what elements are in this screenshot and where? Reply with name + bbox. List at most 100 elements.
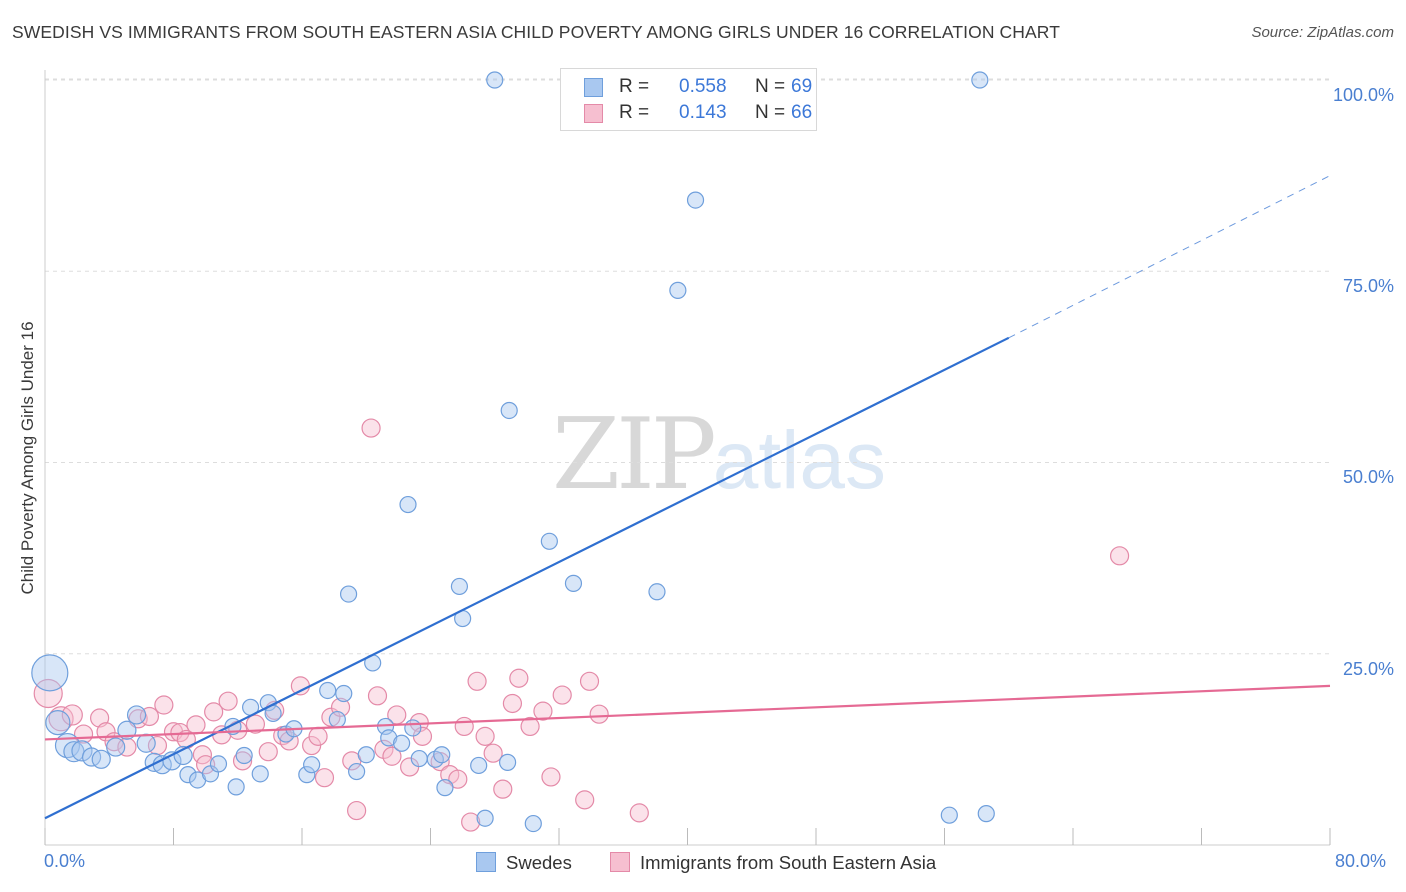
- immigrants-point: [629, 803, 649, 823]
- r-value: 0.558: [679, 76, 727, 97]
- swedes-point: [31, 654, 69, 692]
- swedes-point: [209, 755, 228, 773]
- immigrants-point: [117, 737, 137, 757]
- n-label: N =: [755, 102, 786, 123]
- swedes-trendline: [44, 336, 1010, 820]
- immigrants-point: [367, 686, 388, 706]
- swedes-point: [136, 733, 156, 753]
- swedes-point: [45, 709, 71, 736]
- immigrants-point: [258, 742, 278, 762]
- swedes-point: [669, 281, 687, 299]
- immigrants-point: [308, 726, 328, 746]
- immigrants-point: [374, 739, 394, 759]
- watermark-zip: ZIP: [552, 398, 717, 512]
- immigrants-point: [493, 779, 513, 799]
- swedes-point: [339, 585, 358, 603]
- swedes-point: [500, 401, 518, 420]
- swedes-point: [433, 746, 451, 764]
- x-tick-label-max: 80.0%: [1335, 851, 1387, 871]
- y-tick-label: 75.0%: [1342, 276, 1394, 296]
- swedes-point: [450, 577, 469, 596]
- immigrants-point: [454, 716, 474, 737]
- swedes-point: [977, 805, 995, 823]
- r-label: R =: [619, 102, 650, 123]
- swedes-point: [436, 779, 454, 797]
- swedes-point: [126, 705, 147, 725]
- immigrants-point: [204, 702, 224, 722]
- immigrants-point: [448, 769, 468, 789]
- legend-item-swedes: Swedes: [476, 852, 572, 874]
- swedes-point: [91, 749, 111, 769]
- swedes-point: [319, 681, 337, 700]
- immigrants-point: [541, 767, 561, 787]
- swedes-point: [564, 574, 583, 592]
- r-value: 0.143: [679, 102, 727, 123]
- swedes-point: [348, 762, 366, 781]
- swedes-point: [298, 766, 316, 784]
- y-axis-label: Child Poverty Among Girls Under 16: [18, 321, 37, 595]
- swedes-point: [971, 71, 989, 89]
- swedes-point: [303, 756, 321, 774]
- immigrants-point: [579, 671, 600, 691]
- r-label: R =: [619, 76, 650, 97]
- swedes-point: [940, 806, 958, 824]
- swedes-point: [380, 729, 398, 747]
- chart-title: SWEDISH VS IMMIGRANTS FROM SOUTH EASTERN…: [12, 22, 1060, 42]
- immigrants-point: [61, 704, 83, 726]
- swedes-point: [399, 495, 417, 514]
- immigrants-point: [575, 790, 595, 810]
- immigrants-point: [461, 812, 481, 832]
- immigrants-point: [475, 726, 495, 746]
- swedes-trendline-extension: [1008, 175, 1331, 339]
- y-tick-label: 50.0%: [1342, 467, 1394, 487]
- immigrants-point: [347, 800, 367, 821]
- immigrants-point: [321, 707, 341, 727]
- immigrants-trendline: [44, 684, 1331, 741]
- immigrants-point: [154, 695, 174, 715]
- immigrants-point: [48, 706, 74, 732]
- swedes-point: [392, 734, 411, 752]
- swedes-point: [476, 809, 494, 827]
- swedes-point: [499, 753, 517, 771]
- immigrants-point: [520, 716, 540, 737]
- immigrants-point: [382, 746, 402, 766]
- swedes-point: [357, 746, 375, 764]
- legend-swatch-blue: [584, 78, 603, 97]
- immigrants-point: [589, 704, 609, 724]
- legend-swatch-blue: [476, 852, 496, 872]
- immigrants-point: [245, 714, 266, 734]
- legend-swatch-pink: [584, 104, 603, 123]
- swedes-point: [686, 191, 705, 209]
- swedes-point: [648, 583, 666, 601]
- n-value: 66: [791, 102, 813, 123]
- watermark: ZIPatlas: [552, 398, 886, 512]
- swedes-point: [540, 532, 558, 550]
- n-label: N =: [755, 76, 786, 97]
- legend-label-swedes: Swedes: [506, 852, 572, 873]
- swedes-point: [227, 778, 245, 796]
- immigrants-point: [467, 671, 487, 691]
- swedes-point: [486, 71, 504, 89]
- immigrants-point: [186, 715, 206, 735]
- legend-swatch-pink: [610, 852, 630, 872]
- swedes-point: [470, 756, 488, 775]
- immigrants-point: [483, 743, 503, 763]
- correlation-legend: R = 0.558 N = 69 R = 0.143 N = 66: [560, 68, 817, 131]
- immigrants-point: [33, 678, 63, 709]
- n-value: 69: [791, 76, 813, 97]
- swedes-point: [235, 746, 253, 765]
- swedes-point: [179, 766, 197, 784]
- swedes-point: [251, 765, 269, 783]
- immigrants-point: [232, 751, 253, 771]
- swedes-point: [404, 719, 422, 737]
- swedes-point: [328, 710, 346, 729]
- x-tick-label-min: 0.0%: [44, 851, 86, 871]
- immigrants-point: [533, 701, 553, 721]
- immigrants-point: [290, 676, 310, 696]
- immigrants-point: [361, 418, 381, 438]
- swedes-point: [410, 749, 428, 768]
- immigrants-point: [552, 685, 572, 705]
- y-tick-label: 25.0%: [1342, 659, 1394, 679]
- immigrants-point: [196, 755, 216, 775]
